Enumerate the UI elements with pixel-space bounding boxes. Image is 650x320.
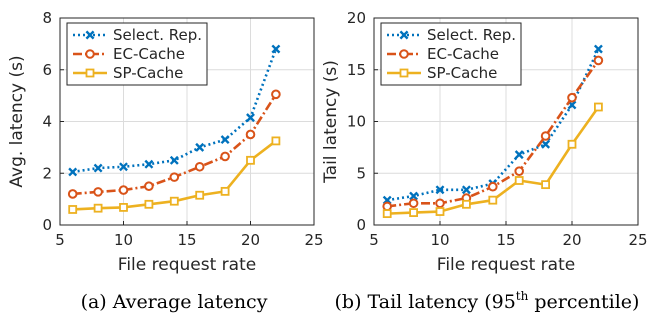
legend-label: EC-Cache	[113, 45, 185, 63]
data-point	[169, 172, 180, 182]
data-point	[68, 205, 78, 214]
x-tick-label: 15	[177, 231, 196, 249]
legend-label: Select. Rep.	[113, 26, 202, 44]
x-axis-label: File request rate	[437, 255, 575, 275]
legend-marker	[85, 49, 95, 59]
data-point	[169, 155, 179, 165]
data-point	[488, 195, 498, 205]
legend-label: Select. Rep.	[427, 26, 516, 44]
data-point	[408, 198, 419, 209]
data-point	[271, 89, 281, 100]
x-axis-label: File request rate	[118, 255, 256, 275]
series-ec-cache	[67, 89, 281, 199]
data-point	[514, 150, 524, 160]
caption: (a) Average latency	[81, 291, 268, 313]
legend-marker	[399, 30, 409, 40]
data-point	[144, 199, 154, 209]
legend-marker	[399, 49, 409, 59]
avg-latency-chart: 5 10 15 20 25 0 2 4 6 8 File request rate Avg. late…	[7, 9, 324, 313]
series-ec-cache	[382, 55, 604, 212]
data-point	[93, 187, 103, 197]
caption: (b) Tail latency (95th percentile)	[335, 289, 640, 313]
data-point	[567, 92, 577, 103]
series-line	[386, 48, 600, 202]
data-point	[220, 186, 230, 196]
legend-label: SP-Cache	[113, 64, 183, 82]
data-point	[514, 166, 525, 176]
data-point	[541, 139, 551, 149]
y-tick-label: 0	[42, 216, 52, 234]
data-point	[194, 161, 205, 172]
data-point	[593, 44, 603, 54]
data-point	[435, 185, 445, 195]
data-point	[246, 155, 255, 165]
data-point	[382, 209, 392, 219]
legend-marker	[85, 30, 95, 40]
y-tick-label: 0	[356, 216, 366, 234]
data-point	[93, 163, 103, 173]
x-tick-label: 25	[304, 231, 323, 249]
data-point	[220, 151, 230, 162]
data-point	[271, 44, 281, 54]
legend-marker	[85, 68, 95, 78]
y-tick-label: 5	[356, 164, 366, 182]
data-point	[382, 201, 393, 212]
data-point	[567, 139, 577, 149]
data-point	[220, 135, 230, 145]
data-point	[68, 167, 78, 177]
data-point	[593, 55, 604, 66]
data-point	[169, 196, 179, 206]
data-point	[461, 199, 471, 209]
y-tick-label: 6	[42, 61, 52, 79]
x-tick-label: 5	[55, 231, 65, 249]
data-point	[514, 176, 524, 185]
data-point	[461, 185, 471, 195]
x-tick-label: 15	[496, 231, 515, 249]
data-point	[409, 191, 419, 201]
data-point	[541, 180, 550, 190]
data-point	[118, 185, 129, 195]
data-point	[594, 102, 603, 112]
y-tick-label: 4	[42, 113, 52, 131]
y-tick-label: 8	[42, 9, 52, 27]
y-tick-label: 10	[347, 113, 366, 131]
data-point	[67, 189, 78, 199]
x-tick-label: 20	[241, 231, 260, 249]
data-point	[488, 181, 498, 192]
data-point	[435, 207, 445, 216]
data-point	[93, 203, 103, 213]
legend-label: EC-Cache	[427, 45, 499, 63]
y-axis-label: Tail latency (s)	[321, 60, 341, 184]
legend-label: SP-Cache	[427, 64, 497, 82]
series-select-rep	[68, 44, 281, 177]
data-point	[195, 190, 205, 200]
data-point	[195, 142, 205, 152]
data-point	[119, 203, 128, 212]
x-tick-label: 25	[628, 231, 647, 249]
y-axis-label: Avg. latency (s)	[7, 55, 27, 187]
series-sp-cache	[382, 102, 603, 219]
data-point	[144, 181, 154, 191]
x-tick-label: 10	[114, 231, 133, 249]
data-point	[540, 131, 551, 141]
x-tick-label: 5	[369, 231, 379, 249]
data-point	[271, 136, 281, 146]
y-tick-label: 15	[347, 61, 366, 79]
legend-marker	[399, 68, 409, 78]
x-tick-label: 10	[430, 231, 449, 249]
data-point	[246, 113, 255, 123]
data-point	[435, 198, 445, 209]
y-tick-label: 2	[42, 164, 52, 182]
x-tick-label: 20	[562, 231, 581, 249]
data-point	[119, 162, 128, 172]
y-tick-label: 20	[347, 9, 366, 27]
data-point	[245, 129, 256, 140]
series-sp-cache	[68, 136, 281, 214]
data-point	[144, 159, 154, 169]
data-point	[409, 208, 419, 217]
